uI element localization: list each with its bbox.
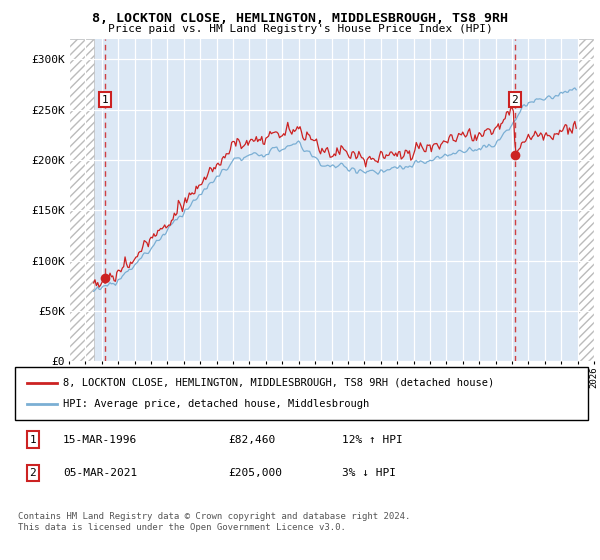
Text: 1: 1: [102, 95, 109, 105]
Text: Price paid vs. HM Land Registry's House Price Index (HPI): Price paid vs. HM Land Registry's House …: [107, 24, 493, 34]
Text: 05-MAR-2021: 05-MAR-2021: [63, 468, 137, 478]
Text: 12% ↑ HPI: 12% ↑ HPI: [342, 435, 403, 445]
Text: £205,000: £205,000: [228, 468, 282, 478]
Text: 15-MAR-1996: 15-MAR-1996: [63, 435, 137, 445]
Text: Contains HM Land Registry data © Crown copyright and database right 2024.
This d: Contains HM Land Registry data © Crown c…: [18, 512, 410, 532]
Bar: [578, 39, 594, 361]
Bar: [69, 39, 94, 361]
Text: 8, LOCKTON CLOSE, HEMLINGTON, MIDDLESBROUGH, TS8 9RH (detached house): 8, LOCKTON CLOSE, HEMLINGTON, MIDDLESBRO…: [63, 378, 494, 388]
Text: 3% ↓ HPI: 3% ↓ HPI: [342, 468, 396, 478]
Text: 1: 1: [29, 435, 37, 445]
Text: 2: 2: [29, 468, 37, 478]
Text: 2: 2: [511, 95, 518, 105]
Text: 8, LOCKTON CLOSE, HEMLINGTON, MIDDLESBROUGH, TS8 9RH: 8, LOCKTON CLOSE, HEMLINGTON, MIDDLESBRO…: [92, 12, 508, 25]
Text: £82,460: £82,460: [228, 435, 275, 445]
Text: HPI: Average price, detached house, Middlesbrough: HPI: Average price, detached house, Midd…: [63, 399, 369, 409]
